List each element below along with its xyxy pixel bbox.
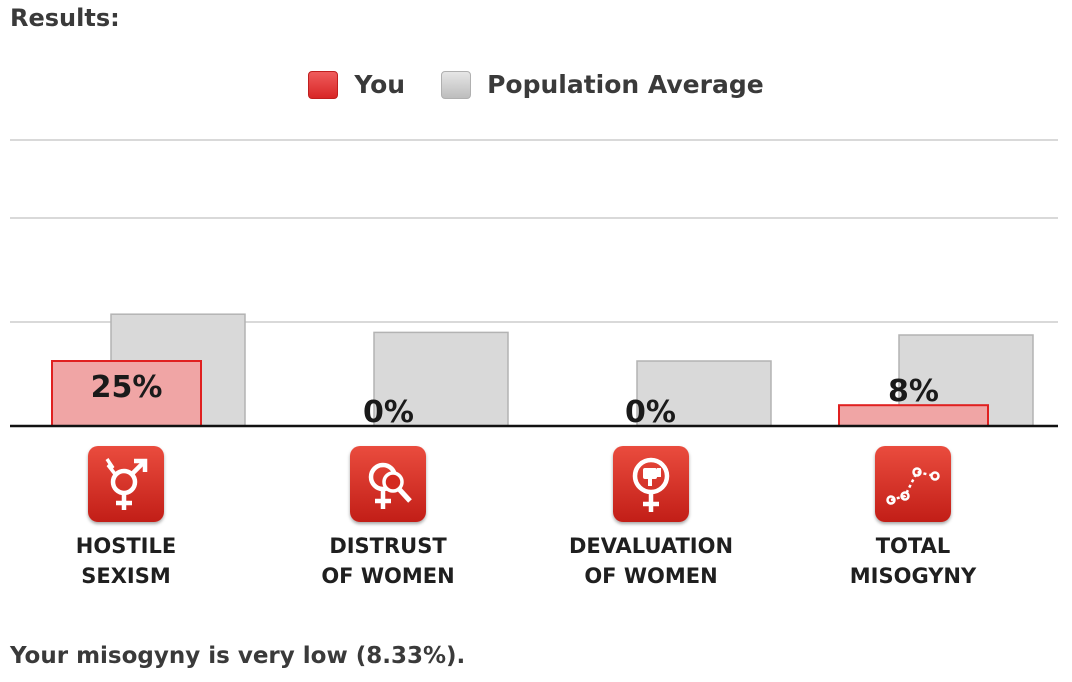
category-label-line1: TOTAL: [875, 534, 951, 558]
category-label-line2: SEXISM: [81, 564, 171, 588]
venus-mars-icon: [88, 446, 164, 522]
category-label-line1: HOSTILE: [75, 534, 177, 558]
legend-label-population-average: Population Average: [487, 70, 764, 99]
legend-item-population-average: Population Average: [441, 70, 764, 99]
legend-label-you: You: [354, 70, 406, 99]
data-label-you: 0%: [363, 395, 414, 430]
data-label-you: 0%: [625, 395, 676, 430]
category-label-line1: DISTRUST: [329, 534, 447, 558]
trend-line-icon: [875, 446, 951, 522]
bar-population-average: [373, 331, 509, 427]
data-label-you: 8%: [888, 374, 939, 409]
legend-swatch-population-average: [441, 70, 472, 99]
summary-text: Your misogyny is very low (8.33%).: [10, 643, 466, 669]
venus-thumbs-down-icon: [613, 446, 689, 522]
bar-you: [51, 360, 202, 427]
legend-item-you: You: [308, 70, 405, 99]
results-heading: Results:: [10, 4, 120, 32]
venus-magnifier-icon: [350, 446, 426, 522]
category-label-distrust-of-women: DISTRUST OF WOMEN: [278, 531, 498, 591]
results-bar-chart: 25% 0% 0% 8%: [10, 139, 1058, 430]
category-label-line1: DEVALUATION: [568, 534, 734, 558]
category-label-devaluation-of-women: DEVALUATION OF WOMEN: [541, 531, 761, 591]
data-label-you: 25%: [91, 370, 163, 405]
category-label-total-misogyny: TOTAL MISOGYNY: [803, 531, 1023, 591]
chart-legend: You Population Average: [0, 70, 1072, 99]
legend-swatch-you: [308, 70, 339, 99]
category-label-line2: OF WOMEN: [321, 564, 455, 588]
category-label-line2: MISOGYNY: [849, 564, 977, 588]
category-label-line2: OF WOMEN: [584, 564, 718, 588]
category-label-hostile-sexism: HOSTILE SEXISM: [16, 531, 236, 591]
